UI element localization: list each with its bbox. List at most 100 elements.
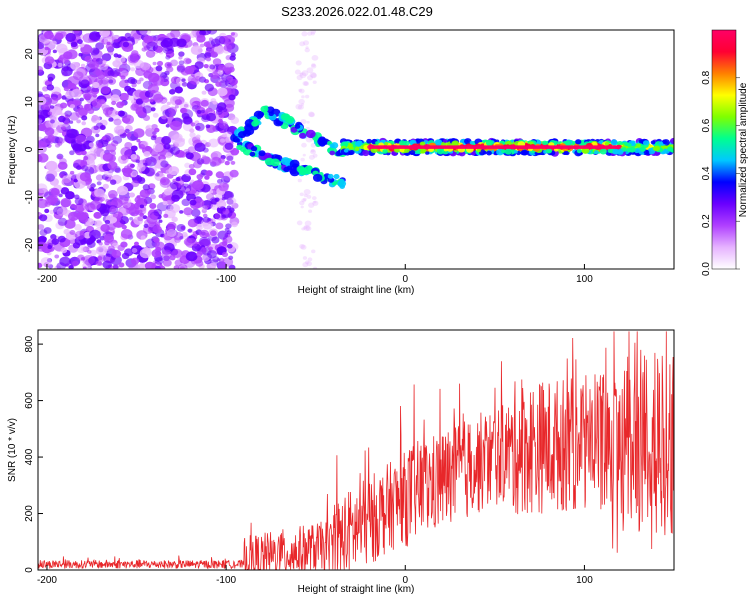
spectrogram-cell (382, 149, 388, 154)
spectrogram-cell (74, 224, 82, 231)
spectrogram-y-tick-label: 20 (24, 48, 35, 60)
spectrogram-cell (151, 249, 162, 258)
spectrogram-cell (112, 264, 119, 269)
spectrogram-cell (536, 140, 542, 145)
spectrogram-cell (295, 60, 302, 66)
spectrogram-cell (63, 228, 71, 235)
spectrogram-cell (300, 157, 305, 162)
spectrogram-cell (205, 204, 210, 209)
colorbar-gradient (712, 30, 736, 269)
spectrogram-cell (79, 42, 85, 48)
spectrogram-cell (307, 31, 313, 36)
spectrogram-cell (72, 71, 84, 81)
spectrogram-cell (143, 151, 151, 157)
spectrogram-cell (73, 30, 80, 34)
spectrogram-cell (285, 115, 295, 124)
spectrogram-cell (302, 81, 309, 86)
spectrogram-cell (215, 109, 223, 115)
spectrogram-cell (118, 262, 125, 268)
spectrogram-cell (87, 108, 95, 114)
spectrogram-cell (223, 62, 235, 72)
spectrogram-cell (77, 143, 87, 152)
spectrogram-cell (129, 217, 134, 221)
spectrogram-cell (136, 138, 141, 143)
spectrogram-cell (207, 170, 213, 176)
spectrogram-cell (476, 148, 481, 153)
spectrogram-cell (44, 46, 49, 51)
spectrogram-cell (56, 207, 67, 216)
spectrogram-cell (156, 60, 164, 67)
spectrogram-cell (179, 266, 185, 269)
spectrogram-cell (188, 164, 195, 169)
spectrogram-cell (120, 155, 128, 161)
spectrogram-cell (216, 199, 227, 209)
spectrogram-cell (124, 167, 133, 174)
spectrogram-cell (77, 39, 83, 45)
spectrogram-cell (218, 262, 227, 269)
spectrogram-cell (200, 109, 205, 114)
spectrogram-cell (81, 165, 89, 172)
spectrogram-cell (57, 161, 68, 170)
spectrogram-cell (257, 111, 265, 118)
spectrogram-cell (310, 72, 317, 79)
spectrogram-cell (575, 139, 582, 145)
spectrogram-cell (79, 97, 85, 102)
spectrogram-cell (628, 146, 636, 153)
spectrogram-cell (152, 112, 159, 118)
spectrogram-cell (107, 245, 115, 252)
spectrogram-cell (148, 209, 156, 216)
spectrogram-cell (209, 64, 216, 70)
spectrogram-cell (141, 47, 147, 52)
colorbar-tick-label: 0.6 (701, 118, 712, 132)
spectrogram-cell (95, 42, 105, 50)
spectrogram-cell (56, 43, 68, 54)
spectrogram-cell (38, 109, 48, 120)
spectrogram-cell (306, 120, 310, 124)
spectrogram-cell (128, 192, 136, 198)
spectrogram-cell (47, 194, 59, 205)
spectrogram-cell (57, 62, 63, 68)
spectrogram-cell (96, 181, 102, 186)
spectrogram-cell (168, 89, 176, 95)
spectrogram-cell (145, 124, 153, 130)
colorbar-tick-label: 0.2 (701, 214, 712, 228)
spectrogram-cell (139, 248, 152, 259)
spectrogram-cell (302, 153, 306, 157)
spectrogram-cell (119, 79, 129, 89)
spectrogram-cell (652, 146, 659, 151)
spectrogram-cell (39, 229, 48, 236)
spectrogram-cell (45, 173, 55, 182)
spectrogram-cell (183, 238, 193, 246)
spectrogram-cell (61, 178, 71, 186)
spectrogram-cell (120, 229, 133, 239)
spectrogram-cell (63, 86, 70, 92)
spectrogram-cell (119, 215, 129, 225)
spectrogram-x-tick-label: 0 (402, 274, 408, 285)
spectrogram-cell (196, 251, 203, 257)
spectrogram-cell (43, 30, 54, 40)
spectrogram-cell (218, 64, 226, 71)
spectrogram-cell (226, 197, 237, 206)
spectrogram-cell (294, 69, 301, 75)
spectrogram-cell (143, 70, 153, 79)
spectrogram-cell (312, 173, 323, 182)
spectrogram-cell (329, 150, 336, 156)
spectrogram-cell (300, 205, 304, 209)
spectrogram-cell (183, 207, 193, 216)
spectrogram-cell (306, 194, 312, 199)
spectrogram-cell (155, 172, 160, 177)
spectrogram-cell (308, 154, 315, 160)
spectrogram-cell (74, 230, 86, 240)
spectrogram-cell (64, 110, 72, 117)
spectrogram-cell (384, 141, 389, 146)
spectrogram-cell (482, 151, 487, 155)
spectrogram-cell (181, 82, 188, 87)
spectrogram-cell (221, 251, 229, 258)
spectrogram-cell (219, 206, 226, 212)
spectrogram-cell (90, 183, 96, 188)
spectrogram-cell (305, 225, 312, 232)
snr-y-tick-label: 0 (24, 567, 35, 573)
spectrogram-cell (92, 81, 100, 89)
spectrogram-cell (86, 240, 96, 248)
spectrogram-cell (142, 184, 151, 191)
